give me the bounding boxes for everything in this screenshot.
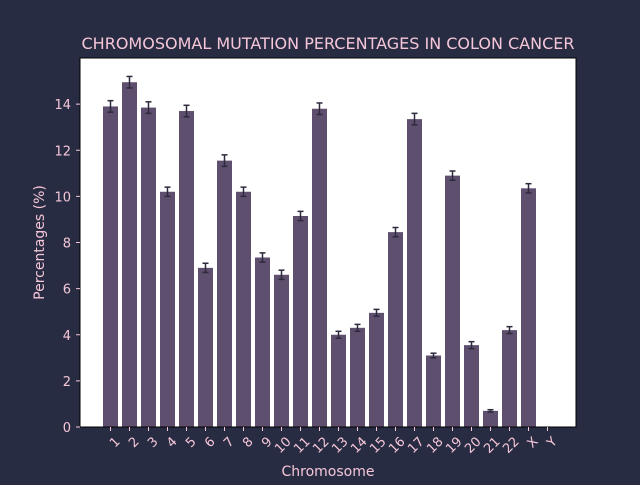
y-tick-label-8: 8 <box>63 237 71 252</box>
error-bar-2 <box>126 75 133 89</box>
error-bars <box>107 75 532 413</box>
y-tick-label-4: 4 <box>63 329 71 344</box>
x-axis-label: Chromosome <box>282 464 375 480</box>
error-bar-6 <box>202 262 209 274</box>
bar-15 <box>369 312 384 427</box>
bar-9 <box>255 257 270 427</box>
error-bar-20 <box>468 340 475 350</box>
bar-4 <box>160 191 175 427</box>
error-bar-19 <box>449 170 456 181</box>
y-axis-label: Percentages (%) <box>32 185 48 300</box>
bar-12 <box>312 108 327 428</box>
bar-17 <box>407 119 422 427</box>
error-bar-11 <box>297 210 304 222</box>
y-tick-label-0: 0 <box>63 421 71 436</box>
error-bar-4 <box>164 186 171 198</box>
error-bar-12 <box>316 102 323 116</box>
error-bar-22 <box>506 325 513 335</box>
error-bar-1 <box>107 99 114 113</box>
bar-19 <box>445 175 460 427</box>
y-tick-label-2: 2 <box>63 375 71 390</box>
y-tick-label-14: 14 <box>54 98 71 113</box>
bar-3 <box>141 107 156 427</box>
error-bar-15 <box>373 308 380 318</box>
chart-title: CHROMOSOMAL MUTATION PERCENTAGES IN COLO… <box>82 34 575 53</box>
bar-13 <box>331 334 346 427</box>
error-bar-16 <box>392 226 399 238</box>
y-tick-label-6: 6 <box>63 283 71 298</box>
bar-5 <box>179 111 194 427</box>
error-bar-8 <box>240 186 247 198</box>
bar-7 <box>217 160 232 428</box>
bar-16 <box>388 232 403 427</box>
error-bar-5 <box>183 104 190 118</box>
bar-14 <box>350 327 365 427</box>
error-bar-X <box>525 182 532 194</box>
error-bar-18 <box>430 352 437 359</box>
error-bar-9 <box>259 252 266 263</box>
error-bar-13 <box>335 330 342 339</box>
bar-10 <box>274 274 289 427</box>
error-bar-10 <box>278 269 285 281</box>
bar-2 <box>122 82 137 427</box>
bar-20 <box>464 345 479 427</box>
bars <box>103 82 536 428</box>
error-bar-17 <box>411 112 418 126</box>
bar-22 <box>502 330 517 427</box>
bar-11 <box>293 215 308 427</box>
bar-21 <box>483 410 498 427</box>
bar-18 <box>426 355 441 427</box>
error-bar-21 <box>487 408 494 413</box>
y-tick-label-10: 10 <box>54 190 71 205</box>
bar-X <box>521 188 536 427</box>
error-bar-7 <box>221 154 228 168</box>
bar-8 <box>236 191 251 427</box>
bar-6 <box>198 267 213 427</box>
bar-1 <box>103 106 118 428</box>
y-tick-label-12: 12 <box>54 144 71 159</box>
y-axis-ticks: 0 2 4 6 8 10 12 14 <box>54 98 80 436</box>
error-bar-3 <box>145 101 152 115</box>
error-bar-14 <box>354 323 361 333</box>
